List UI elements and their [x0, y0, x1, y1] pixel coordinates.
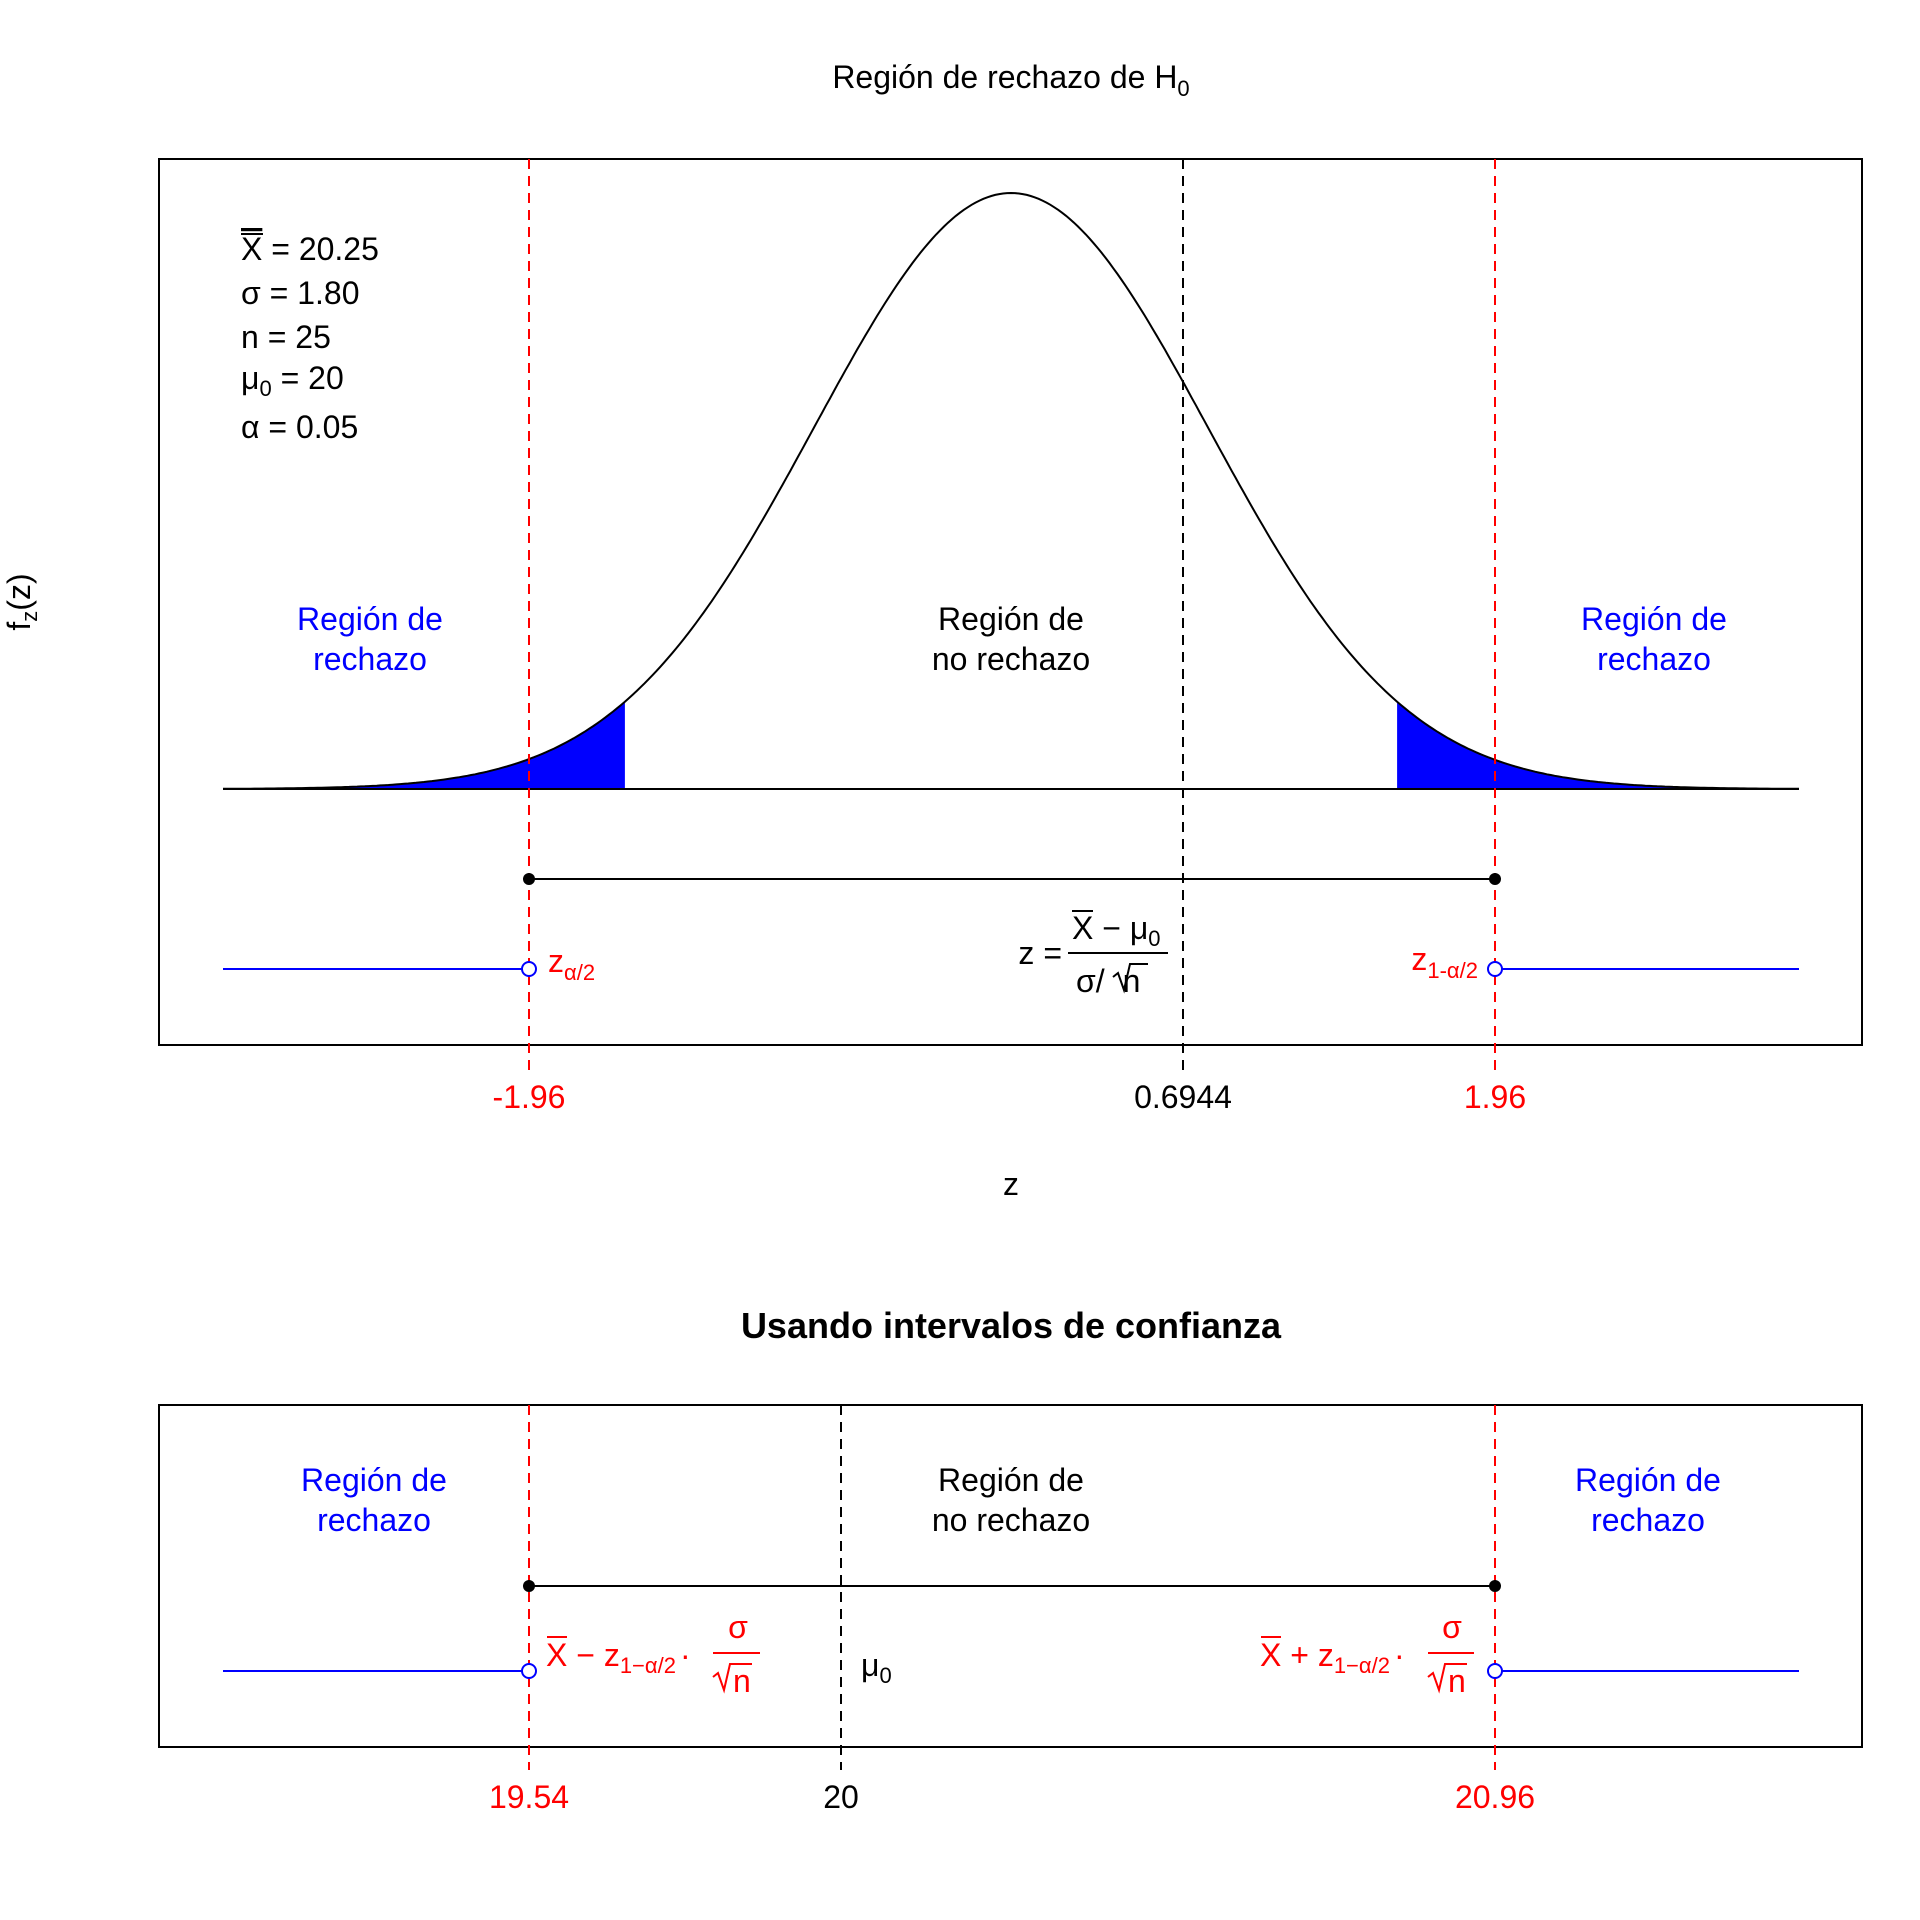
bottom-tick-lower: 19.54 [489, 1779, 569, 1815]
param-mu0: μ0 = 20 [241, 360, 344, 401]
bottom-right-rejection-label-1: Región de [1575, 1462, 1721, 1498]
formula-denominator: σ/n [1076, 963, 1140, 999]
top-plot-area: X = 20.25 σ = 1.80 n = 25 μ0 = 20 α = 0.… [1, 159, 1799, 1202]
acceptance-label-1: Región de [938, 601, 1084, 637]
lower-sqrt-symbol [712, 1663, 752, 1694]
z-statistic-formula: z = X − μ0 σ/n [1018, 910, 1168, 999]
bottom-plot-frame [158, 1404, 1863, 1748]
bottom-chart-title: Usando intervalos de confianza [741, 1305, 1282, 1346]
upper-formula-left: X + z1−α/2 · [1260, 1637, 1405, 1678]
acceptance-right-endpoint [1489, 873, 1501, 885]
mu0-label: μ0 [861, 1647, 892, 1688]
parameter-list: X = 20.25 σ = 1.80 n = 25 μ0 = 20 α = 0.… [241, 231, 379, 445]
formula-lhs: z = [1018, 935, 1062, 971]
param-sigma: σ = 1.80 [241, 275, 360, 311]
acceptance-left-endpoint [523, 873, 535, 885]
lower-formula-sigma: σ [728, 1609, 748, 1645]
bottom-acceptance-label-1: Región de [938, 1462, 1084, 1498]
interval-left-endpoint [523, 1580, 535, 1592]
formula-sqrt-symbol [1112, 963, 1148, 994]
normal-density-curve [223, 191, 1799, 790]
bottom-left-rejection-label-2: rechazo [317, 1502, 431, 1538]
bottom-tick-upper: 20.96 [1455, 1779, 1535, 1815]
tick-label-statistic: 0.6944 [1134, 1079, 1232, 1115]
bottom-left-rejection-label-1: Región de [301, 1462, 447, 1498]
left-rejection-label-1: Región de [297, 601, 443, 637]
left-rejection-area [223, 701, 625, 789]
top-plot-frame [158, 158, 1863, 1046]
z-one-minus-alpha-half-label: z1-α/2 [1411, 941, 1478, 983]
bottom-plot-area: Región de rechazo Región de no rechazo R… [223, 1405, 1799, 1815]
right-open-endpoint [1487, 961, 1503, 977]
bottom-right-open-endpoint [1487, 1663, 1503, 1679]
bottom-tick-mu0: 20 [823, 1779, 859, 1815]
upper-sqrt-symbol [1427, 1663, 1467, 1694]
upper-bound-formula: X + z1−α/2 · σ n [1260, 1609, 1474, 1699]
param-alpha: α = 0.05 [241, 409, 358, 445]
acceptance-label-2: no rechazo [932, 641, 1090, 677]
z-alpha-half-label: zα/2 [548, 943, 595, 985]
left-open-endpoint [521, 961, 537, 977]
bottom-left-open-endpoint [521, 1663, 537, 1679]
y-axis-label: fz(z) [1, 573, 42, 630]
lower-bound-formula: X − z1−α/2 · σ n [546, 1609, 760, 1699]
lower-formula-n: n [733, 1663, 751, 1699]
left-rejection-label-2: rechazo [313, 641, 427, 677]
right-rejection-area [1397, 701, 1799, 789]
upper-formula-n: n [1448, 1663, 1466, 1699]
bottom-right-rejection-label-2: rechazo [1591, 1502, 1705, 1538]
interval-right-endpoint [1489, 1580, 1501, 1592]
top-chart-title: Región de rechazo de H0 [832, 59, 1189, 101]
lower-formula-left: X − z1−α/2 · [546, 1637, 691, 1678]
tick-label-lower: -1.96 [493, 1079, 566, 1115]
bottom-acceptance-label-2: no rechazo [932, 1502, 1090, 1538]
right-rejection-label-1: Región de [1581, 601, 1727, 637]
formula-numerator: X − μ0 [1072, 910, 1161, 951]
param-xbar: X = 20.25 [241, 231, 379, 267]
upper-formula-sigma: σ [1442, 1609, 1462, 1645]
right-rejection-label-2: rechazo [1597, 641, 1711, 677]
tick-label-upper: 1.96 [1464, 1079, 1526, 1115]
param-n: n = 25 [241, 319, 331, 355]
x-axis-label: z [1003, 1166, 1019, 1202]
